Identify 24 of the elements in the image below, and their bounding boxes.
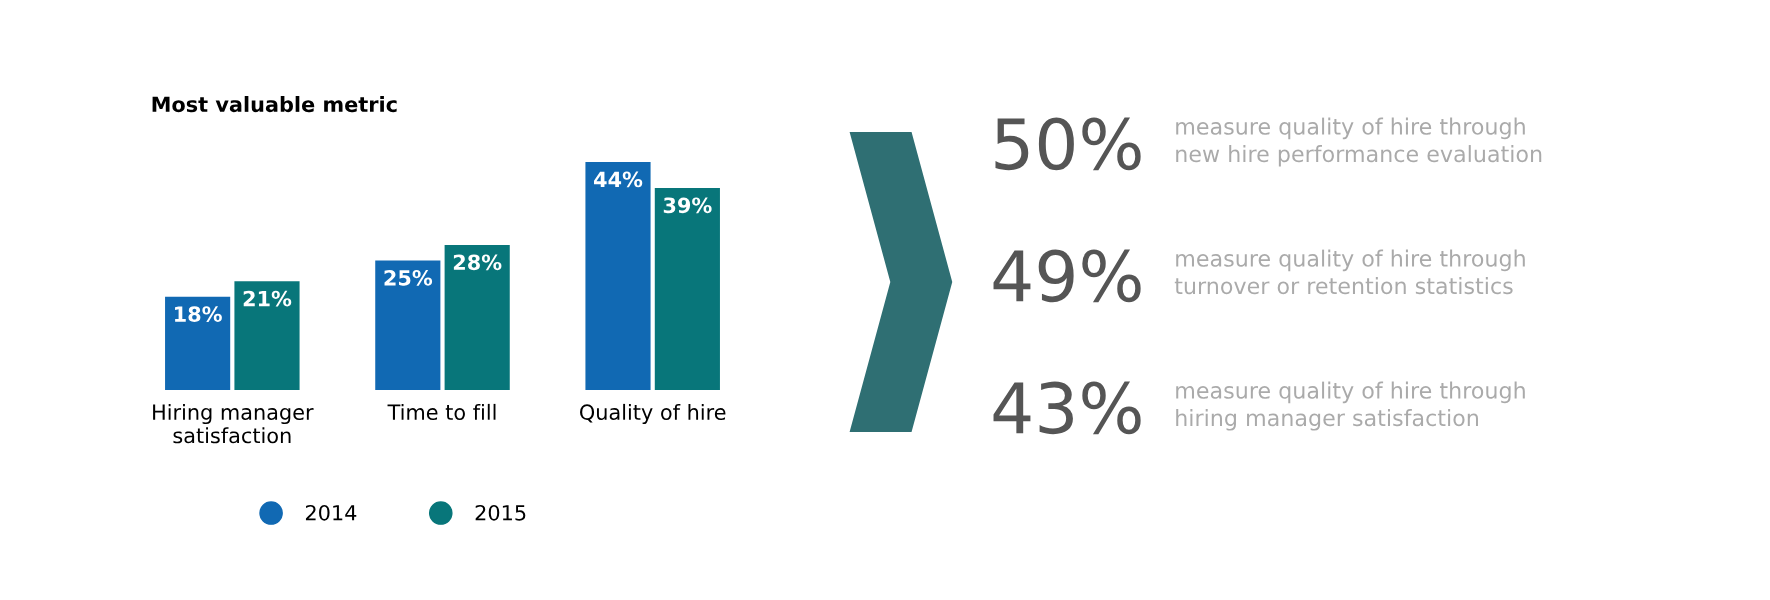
data-label: 28% [453,254,502,271]
text: measure quality of hire through turnover or retention statistics [1174,249,1525,295]
text: measure quality of hire through hiring manager satisfaction [1176,381,1525,431]
data-label: 21% [243,290,292,307]
legend-label: 2014 [305,504,357,521]
data-label: 25% [384,269,433,286]
x-tick-label: Time to fill [387,403,496,421]
text: 50% [995,117,1141,171]
text: measure quality of hire through new hire performance evaluation [1176,117,1542,167]
x-tick-label: Quality of hire [580,403,726,425]
bar [444,244,510,390]
bar [165,296,231,390]
bar [654,187,720,390]
data-label: 18% [175,306,222,322]
text: 49% [993,249,1141,303]
data-label: 39% [663,197,712,214]
bar [375,260,441,390]
bar [585,162,651,390]
chart-title: Most valuable metric [152,96,397,113]
bar [234,281,300,390]
data-label: 44% [594,171,643,188]
legend-label: 2015 [475,504,526,521]
x-tick-label: Hiring manager satisfaction [153,403,314,444]
text: 43% [993,381,1141,435]
